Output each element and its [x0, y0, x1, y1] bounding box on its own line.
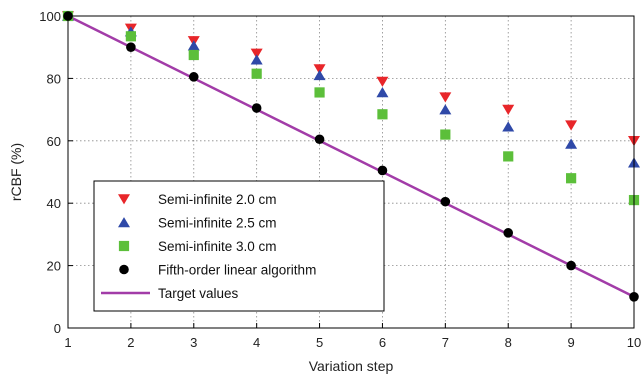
x-tick-label: 6	[379, 335, 386, 350]
legend-box	[93, 180, 385, 312]
semi-infinite-2-0cm-point	[313, 64, 326, 75]
legend-marker-semi-infinite-3-0cm	[118, 240, 130, 252]
semi-infinite-3-0cm-point	[125, 31, 136, 42]
target-values-line	[67, 14, 635, 298]
semi-infinite-2-0cm-point	[502, 104, 515, 115]
semi-infinite-2-5cm-point	[250, 54, 263, 65]
x-tick-label: 4	[253, 335, 260, 350]
y-tick-label: 60	[47, 134, 61, 149]
semi-infinite-3-0cm-point	[440, 129, 451, 140]
legend-label: Target values	[158, 286, 239, 301]
semi-infinite-2-5cm-point	[565, 138, 578, 149]
semi-infinite-2-5cm-point	[187, 40, 200, 51]
legend-marker-fifth-order	[119, 264, 129, 275]
semi-infinite-3-0cm-point	[251, 68, 262, 79]
legend-label: Semi-infinite 3.0 cm	[158, 239, 277, 254]
semi-infinite-2-0cm-point	[250, 48, 263, 59]
legend-label: Fifth-order linear algorithm	[158, 263, 316, 278]
fifth-order-point	[126, 42, 136, 52]
semi-infinite-2-0cm-point	[376, 76, 389, 87]
semi-infinite-2-5cm-point	[313, 69, 326, 81]
x-tick-label: 7	[442, 335, 449, 350]
semi-infinite-2-5cm-point	[502, 121, 515, 132]
semi-infinite-3-0cm-point	[188, 49, 199, 61]
x-axis-label: Variation step	[309, 358, 394, 374]
fifth-order-point	[440, 196, 451, 207]
x-tick-label: 3	[190, 335, 197, 350]
legend-label: Semi-infinite 2.0 cm	[158, 192, 277, 207]
semi-infinite-3-0cm-point	[503, 151, 514, 162]
x-tick-label: 10	[627, 335, 641, 350]
semi-infinite-2-5cm-point	[439, 104, 452, 115]
semi-infinite-3-0cm-point	[377, 109, 388, 120]
fifth-order-point	[188, 72, 199, 82]
y-tick-label: 0	[54, 321, 61, 336]
legend-label: Semi-infinite 2.5 cm	[158, 216, 277, 231]
y-axis-label: rCBF (%)	[8, 143, 24, 201]
legend-marker-semi-infinite-2-5cm	[118, 217, 130, 228]
y-tick-label: 20	[47, 259, 61, 274]
y-tick-label: 40	[47, 196, 61, 211]
x-tick-label: 9	[567, 335, 574, 350]
plot-frame	[67, 15, 635, 329]
x-tick-label: 2	[127, 335, 134, 350]
semi-infinite-2-0cm-point	[439, 92, 452, 103]
legend: Semi-infinite 2.0 cm Semi-infinite 2.5 cm…	[93, 180, 385, 312]
y-tick-label: 80	[47, 71, 61, 86]
fifth-order-point	[503, 228, 514, 238]
legend-marker-semi-infinite-2-0cm	[118, 194, 130, 205]
x-tick-label: 8	[505, 335, 512, 350]
target-line-layer	[67, 14, 635, 298]
semi-infinite-3-0cm-point	[566, 173, 577, 184]
fifth-order-point	[251, 103, 262, 113]
semi-infinite-2-0cm-point	[565, 120, 578, 131]
fifth-order-point	[566, 260, 576, 271]
y-tick-label: 100	[39, 9, 61, 24]
markers	[62, 10, 640, 302]
x-tick-label: 1	[64, 335, 71, 350]
semi-infinite-2-5cm-point	[376, 87, 389, 98]
fifth-order-point	[377, 165, 388, 176]
semi-infinite-3-0cm-point	[314, 87, 325, 98]
x-tick-label: 5	[316, 335, 323, 350]
fifth-order-point	[314, 134, 325, 145]
